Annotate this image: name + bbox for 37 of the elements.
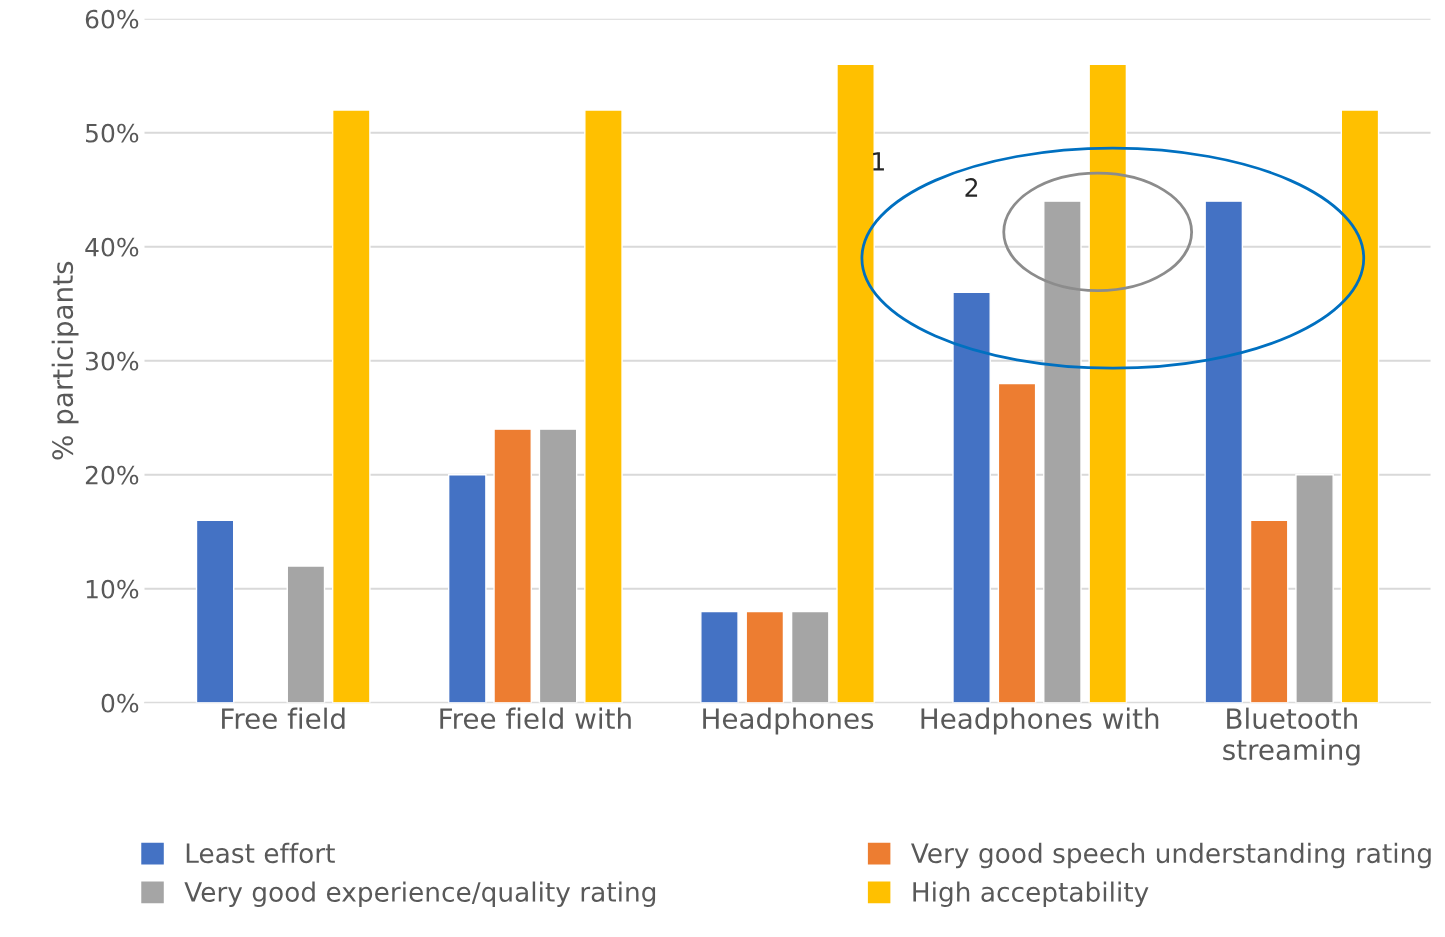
- legend-label: Least effort: [186, 842, 335, 864]
- bar: [1204, 200, 1244, 703]
- y-tick-label: 20%: [85, 465, 139, 485]
- y-tick-label: 40%: [85, 237, 139, 257]
- y-tick-label: 0%: [101, 693, 139, 713]
- x-tick-label: Free field: [222, 707, 345, 730]
- bar: [195, 519, 235, 703]
- bar: [331, 109, 371, 703]
- bar: [447, 474, 487, 703]
- legend-label: Very good speech understanding rating: [911, 842, 1431, 869]
- x-tick-label: Headphones: [703, 707, 874, 735]
- legend-label: Very good experience/quality rating: [184, 881, 656, 908]
- y-tick-label: 10%: [86, 579, 139, 599]
- x-tick-label: Free field with: [440, 707, 631, 730]
- y-axis-title: % participants: [51, 261, 79, 460]
- bar: [952, 291, 991, 703]
- annotation: 2: [965, 178, 978, 197]
- legend-label: High acceptability: [913, 881, 1149, 908]
- bar: [493, 428, 532, 703]
- x-tick-label: Headphones with: [921, 707, 1159, 735]
- bar: [790, 610, 830, 703]
- y-tick-label: 30%: [85, 351, 139, 371]
- bar: [1043, 200, 1082, 703]
- bar: [997, 382, 1037, 703]
- bar: [538, 428, 578, 703]
- bar: [745, 610, 785, 703]
- bar: [1249, 519, 1289, 703]
- bar: [1295, 474, 1334, 703]
- bar: [286, 565, 326, 703]
- bar: [584, 109, 623, 703]
- bar: [700, 610, 739, 703]
- y-tick-label: 60%: [85, 9, 139, 29]
- bar: [1340, 109, 1380, 703]
- y-tick-label: 50%: [86, 123, 139, 143]
- bar: [1088, 63, 1128, 703]
- x-tick-label: Bluetooth streaming: [1223, 707, 1360, 766]
- bar: [836, 63, 875, 703]
